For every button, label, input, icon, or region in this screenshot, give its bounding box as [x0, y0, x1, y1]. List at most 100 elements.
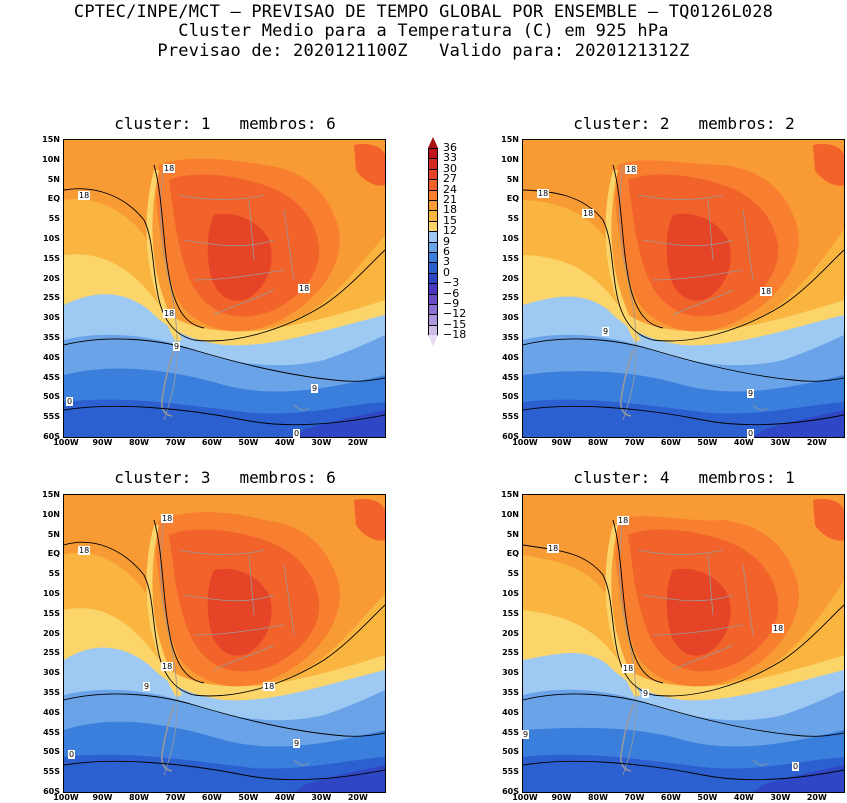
lon-tick-label: 70W	[165, 438, 186, 447]
lon-tick-label: 90W	[551, 438, 572, 447]
colorbar-label: −18	[443, 328, 467, 342]
lat-tick-label: 30S	[502, 313, 519, 323]
lat-tick-label: 60S	[502, 787, 519, 796]
colorbar-label: −15	[443, 317, 467, 331]
contour-label: 18	[772, 624, 785, 633]
contour-label: 18	[622, 664, 635, 673]
lat-tick-label: 55S	[43, 412, 60, 422]
lon-tick-label: 40W	[274, 438, 295, 447]
lon-tick-label: 50W	[238, 438, 259, 447]
colorbar-label: 18	[443, 203, 457, 217]
colorbar-label: 3	[443, 255, 450, 269]
lon-tick-label: 50W	[697, 793, 718, 802]
colorbar-label: 15	[443, 213, 457, 227]
band-dark-blue	[523, 399, 844, 437]
lat-tick-label: 35S	[502, 333, 519, 342]
lon-tick-label: 70W	[165, 793, 186, 802]
colorbar-label: 12	[443, 224, 457, 238]
contour-label: 9	[642, 689, 650, 698]
lon-tick-label: 20W	[347, 438, 368, 447]
lat-tick-label: 45S	[43, 372, 60, 382]
lon-tick-label: 70W	[624, 438, 645, 447]
ne-hot-spot	[813, 144, 844, 186]
lat-tick-label: 5S	[507, 214, 519, 224]
band-dark-blue	[64, 399, 385, 437]
lat-tick-label: 15S	[43, 608, 60, 618]
map-panel-3	[63, 494, 386, 793]
panel-title-1: cluster: 1 membros: 6	[114, 114, 336, 133]
colorbar-label: 9	[443, 234, 450, 248]
contour-label: 18	[161, 514, 174, 523]
lon-tick-label: 60W	[660, 438, 681, 447]
lon-tick-label: 80W	[587, 438, 608, 447]
colorbar-label: 27	[443, 172, 457, 186]
lat-tick-label: 10S	[43, 234, 60, 243]
contour-label: 9	[602, 327, 610, 336]
lat-tick-label: 55S	[502, 767, 519, 777]
lat-tick-label: 50S	[502, 392, 519, 402]
contour-label: 18	[263, 682, 276, 691]
lat-tick-label: EQ	[506, 549, 519, 559]
contour-label: 9	[293, 739, 301, 748]
lat-tick-label: 15S	[502, 253, 519, 263]
lat-tick-label: 5N	[506, 174, 519, 184]
lat-tick-label: 20S	[43, 628, 60, 638]
lat-tick-label: 35S	[43, 688, 60, 697]
lat-tick-label: 20S	[502, 273, 519, 283]
colorbar-label: 0	[443, 265, 450, 279]
contour-label: 9	[143, 682, 151, 691]
panel-title-3: cluster: 3 membros: 6	[114, 468, 336, 487]
lat-tick-label: 50S	[502, 747, 519, 757]
colorbar-label: 33	[443, 151, 457, 165]
contour-label: 18	[163, 164, 176, 173]
lon-tick-label: 30W	[770, 793, 791, 802]
lat-tick-label: 45S	[43, 727, 60, 737]
patagonia-coast	[620, 349, 634, 417]
colorbar-label: −12	[443, 307, 467, 321]
ne-hot-spot	[813, 499, 844, 541]
colorbar-top-arrow	[428, 137, 438, 148]
contour-label: 18	[760, 287, 773, 296]
contour-label: 0	[68, 750, 76, 759]
lat-tick-label: 35S	[43, 333, 60, 342]
band-dark-blue	[64, 754, 385, 792]
lon-tick-label: 40W	[733, 438, 754, 447]
lat-tick-label: 10S	[502, 234, 519, 243]
lat-tick-label: 5S	[48, 214, 60, 224]
lat-tick-label: 20S	[43, 273, 60, 283]
lon-tick-label: 40W	[274, 793, 295, 802]
contour-label: 9	[173, 342, 181, 351]
lat-tick-label: 5S	[48, 569, 60, 579]
lon-tick-label: 40W	[733, 793, 754, 802]
lon-tick-label: 80W	[128, 438, 149, 447]
lat-tick-label: 15N	[501, 135, 519, 144]
lon-tick-label: 100W	[53, 438, 79, 447]
lat-tick-label: 10N	[501, 509, 519, 519]
lat-tick-label: 10S	[502, 589, 519, 598]
lat-tick-label: 25S	[502, 293, 519, 303]
contour-label: 18	[298, 284, 311, 293]
lat-tick-label: 5N	[506, 529, 519, 539]
lat-tick-label: EQ	[47, 549, 60, 559]
contour-label: 0	[792, 762, 800, 771]
lon-tick-label: 60W	[660, 793, 681, 802]
ne-hot-spot	[354, 499, 385, 541]
colorbar-bottom-arrow	[428, 335, 438, 347]
contour-label: 0	[747, 429, 755, 438]
lon-tick-label: 100W	[512, 793, 538, 802]
ne-hot-spot	[354, 144, 385, 186]
contours	[64, 164, 385, 426]
colorbar-label: 21	[443, 193, 457, 206]
lat-tick-label: 25S	[43, 293, 60, 303]
contour-label: 0	[66, 397, 74, 406]
lat-tick-label: EQ	[506, 194, 519, 204]
contours	[523, 519, 844, 781]
contour-label: 9	[747, 389, 755, 398]
lat-tick-label: 10N	[42, 509, 60, 519]
andes-ridge	[605, 170, 641, 342]
lat-tick-label: 5N	[47, 529, 60, 539]
patagonia-coast	[161, 704, 175, 772]
patagonia-coast	[620, 704, 634, 772]
lat-tick-label: 10S	[43, 589, 60, 598]
contours	[64, 519, 385, 781]
